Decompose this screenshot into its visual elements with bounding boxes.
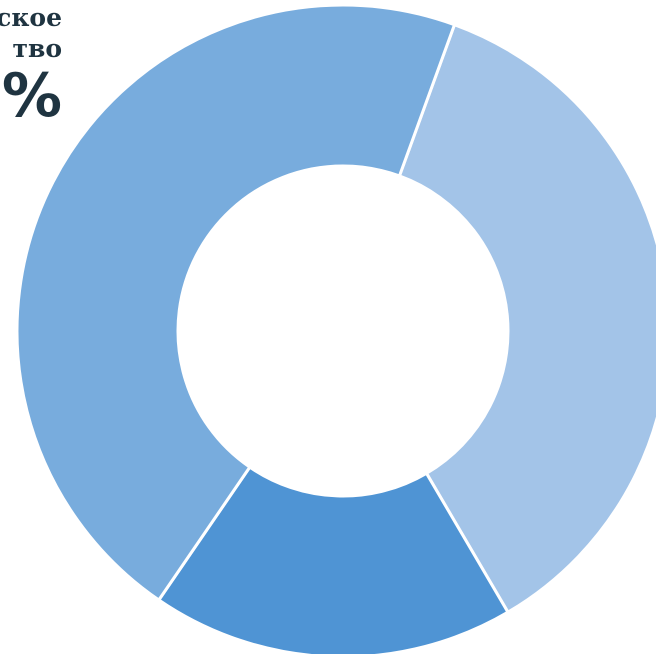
donut-slice-2 [156, 465, 511, 654]
annotation-line-1: ское [0, 3, 62, 32]
slice-annotation: ское тво 6% [0, 2, 62, 128]
donut-slice-3 [15, 3, 457, 603]
annotation-line-2: тво [12, 34, 62, 63]
annotation-percent: 6% [0, 61, 62, 131]
donut-slice-1 [397, 22, 656, 615]
